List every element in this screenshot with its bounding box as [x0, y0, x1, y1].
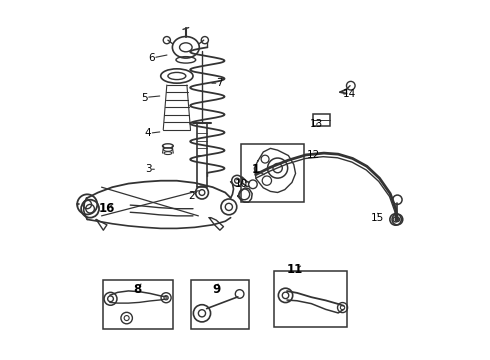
Text: 3: 3 — [145, 164, 151, 174]
Text: 5: 5 — [141, 93, 148, 103]
Bar — [274, 271, 347, 327]
Text: 8: 8 — [133, 283, 142, 296]
Text: 13: 13 — [310, 120, 323, 129]
Bar — [242, 144, 304, 202]
Text: 6: 6 — [148, 53, 155, 63]
Text: 16: 16 — [99, 202, 115, 215]
Bar — [313, 114, 330, 126]
Text: 12: 12 — [307, 150, 320, 160]
Text: 1: 1 — [252, 163, 260, 176]
Text: 15: 15 — [371, 213, 384, 222]
Bar — [191, 280, 248, 329]
Text: 11: 11 — [287, 263, 303, 276]
Text: 10: 10 — [235, 179, 248, 189]
Text: 9: 9 — [212, 283, 220, 296]
Text: 14: 14 — [343, 89, 356, 99]
Bar — [103, 280, 173, 329]
Text: 7: 7 — [217, 78, 223, 88]
Text: 4: 4 — [145, 129, 151, 138]
Text: 2: 2 — [188, 191, 195, 201]
